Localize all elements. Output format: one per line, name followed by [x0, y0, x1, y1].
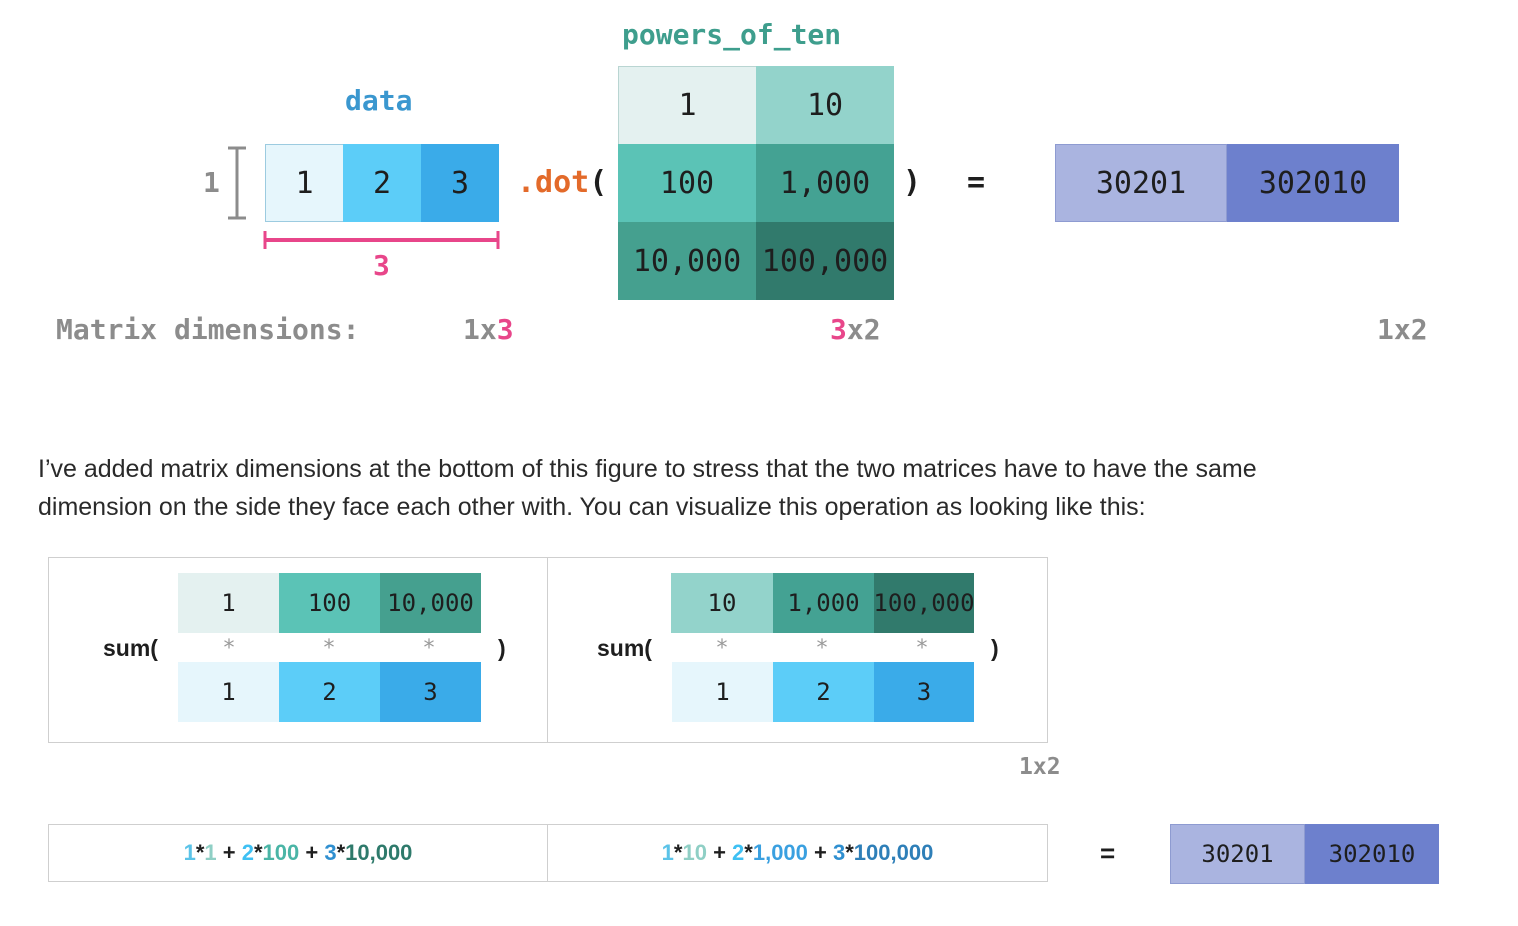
right-top-cell-2: 1,000 — [773, 573, 874, 633]
right-top-cell-3: 100,000 — [873, 573, 975, 633]
formula-term: 3 — [832, 840, 846, 865]
data-dimensions: 1x3 — [463, 313, 514, 346]
close-paren: ) — [903, 165, 922, 200]
formula-term: 100 — [262, 840, 300, 865]
multiply-star: * — [422, 636, 436, 661]
formula-term: 100,000 — [853, 840, 934, 865]
formula-term: 1 — [183, 840, 196, 865]
left-top-cell-3: 10,000 — [380, 573, 481, 633]
multiply-star: * — [915, 636, 929, 661]
paragraph-line-1: I’ve added matrix dimensions at the bott… — [38, 455, 1257, 483]
powers-dim-suffix: x2 — [846, 313, 881, 346]
matrix-dimensions-label: Matrix dimensions: — [56, 313, 360, 346]
multiply-star: * — [715, 636, 729, 661]
formula-term: * — [195, 840, 205, 865]
right-top-cell-1: 10 — [671, 573, 773, 633]
data-cell-2: 2 — [343, 144, 421, 222]
formula-term: * — [845, 840, 854, 865]
formula-term: * — [673, 840, 683, 865]
powers-cell-10000: 10,000 — [618, 222, 756, 300]
left-bottom-cell-1: 1 — [178, 662, 279, 722]
powers-cell-1000: 1,000 — [756, 144, 894, 222]
powers-dim-highlight: 3 — [830, 313, 847, 346]
paragraph-line-2: dimension on the side they face each oth… — [38, 493, 1146, 521]
data-title: data — [345, 84, 413, 117]
equals-sign: = — [967, 165, 986, 200]
result-dimensions: 1x2 — [1377, 313, 1428, 346]
left-top-cell-1: 1 — [178, 573, 279, 633]
multiply-star: * — [222, 636, 236, 661]
sum-close-paren-left: ) — [498, 635, 506, 661]
row-dimension-label: 1 — [203, 166, 220, 199]
explanation-paragraph: I’ve added matrix dimensions at the bott… — [38, 450, 1478, 526]
formula-term: 1,000 — [752, 840, 808, 865]
right-bottom-cell-2: 2 — [773, 662, 874, 722]
formula-term: 2 — [241, 840, 254, 865]
powers-cell-100: 100 — [618, 144, 756, 222]
dot-method: .dot — [517, 165, 590, 200]
lower-result-cell-1: 30201 — [1170, 824, 1305, 884]
dot-operator: .dot( — [517, 165, 607, 200]
formula-term: * — [253, 840, 263, 865]
formula-term: * — [744, 840, 753, 865]
lower-result-cell-2: 302010 — [1305, 824, 1439, 884]
multiply-star: * — [322, 636, 336, 661]
left-bottom-cell-2: 2 — [279, 662, 380, 722]
right-bottom-cell-1: 1 — [672, 662, 773, 722]
powers-of-ten-title: powers_of_ten — [622, 18, 842, 51]
left-top-cell-2: 100 — [279, 573, 380, 633]
formula-panel-right — [547, 824, 1048, 882]
formula-term: 1 — [661, 840, 674, 865]
formula-term: 10 — [682, 840, 707, 865]
formula-term: 10,000 — [345, 840, 413, 865]
formula-left: 1 * 1 + 2 * 100 + 3 * 10,000 — [48, 824, 548, 882]
formula-right: 1 * 10 + 2 * 1,000 + 3 * 100,000 — [547, 824, 1048, 882]
formula-panel-left — [48, 824, 548, 882]
powers-cell-100000: 100,000 — [756, 222, 894, 300]
result-dimension-label: 1x2 — [1019, 754, 1061, 780]
formula-plus: + — [706, 840, 733, 865]
data-dim-highlight: 3 — [496, 313, 514, 346]
formula-plus: + — [216, 840, 242, 865]
data-cell-3: 3 — [421, 144, 499, 222]
powers-dimensions: 3x2 — [830, 313, 881, 346]
powers-cell-1: 1 — [618, 66, 756, 144]
formula-plus: + — [807, 840, 833, 865]
formula-term: 3 — [324, 840, 337, 865]
column-dimension-label: 3 — [373, 249, 390, 282]
formula-term: 1 — [204, 840, 217, 865]
sum-label-right: sum( — [597, 635, 652, 661]
formula-plus: + — [299, 840, 325, 865]
row-dimension-bracket — [228, 146, 246, 220]
sum-label-left: sum( — [103, 635, 158, 661]
right-bottom-cell-3: 3 — [874, 662, 974, 722]
left-bottom-cell-3: 3 — [380, 662, 481, 722]
open-paren: ( — [589, 165, 608, 200]
powers-cell-10: 10 — [756, 66, 894, 144]
lower-equals-sign: = — [1100, 838, 1116, 868]
result-cell-1: 30201 — [1055, 144, 1227, 222]
column-dimension-bracket — [263, 231, 500, 249]
formula-term: 2 — [732, 840, 745, 865]
data-cell-1: 1 — [265, 144, 343, 222]
multiply-star: * — [815, 636, 829, 661]
result-cell-2: 302010 — [1227, 144, 1399, 222]
data-dim-prefix: 1x — [463, 313, 497, 346]
sum-close-paren-right: ) — [991, 635, 999, 661]
formula-term: * — [336, 840, 346, 865]
